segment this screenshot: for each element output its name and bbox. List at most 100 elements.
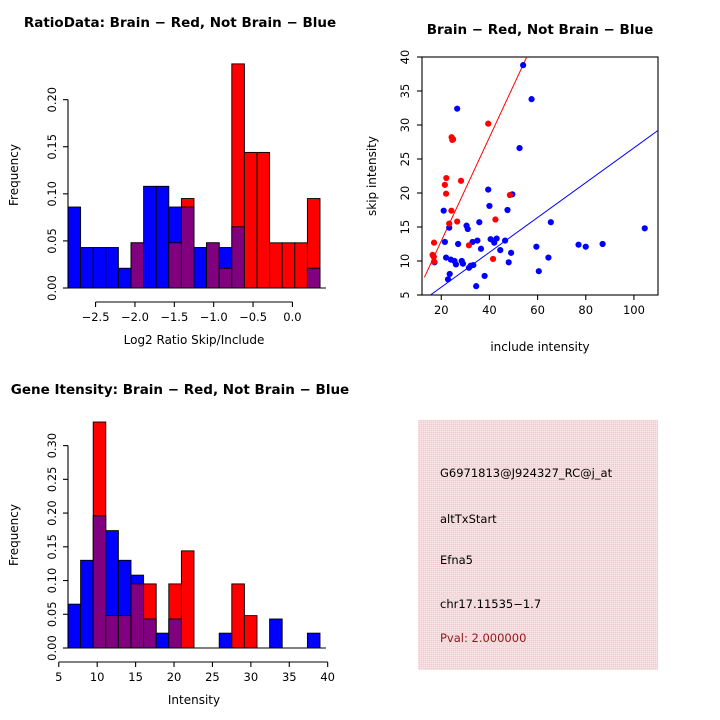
y-tick-label: 30 xyxy=(398,118,412,133)
x-tick-label: −2.0 xyxy=(121,310,149,324)
y-tick-label: 0.20 xyxy=(45,87,59,113)
x-tick-label: 80 xyxy=(578,303,593,317)
y-tick-label: 0.25 xyxy=(45,467,59,493)
histogram-bar xyxy=(243,615,258,649)
x-tick-label: 15 xyxy=(128,670,143,684)
pval-text: Pval: 2.000000 xyxy=(440,631,527,645)
scatter-point xyxy=(429,251,436,258)
intensity-scatter-plot: 5 10 15 20 25 30 35 40 20 40 60 80 100 include intens… xyxy=(365,50,659,354)
histogram-bar-overlap xyxy=(218,267,233,289)
scatter-point xyxy=(443,174,450,182)
x-tick-label: 5 xyxy=(55,670,62,684)
y-tick-label: 0.05 xyxy=(45,601,59,627)
x-tick-label: 20 xyxy=(434,303,449,317)
y-tick-label: 0.10 xyxy=(45,568,59,594)
scatter-point xyxy=(442,254,450,261)
scatter-point xyxy=(501,237,509,244)
scatter-title: Brain − Red, Not Brain − Blue xyxy=(426,22,654,38)
x-tick-label: 30 xyxy=(244,670,259,684)
y-tick-label: 10 xyxy=(398,254,412,269)
histogram-bar xyxy=(80,247,94,289)
x-tick-label: 0.0 xyxy=(283,310,301,324)
x-tick-label: −1.5 xyxy=(160,310,188,324)
x-tick-label: 10 xyxy=(90,670,105,684)
x-tick-label: −1.0 xyxy=(200,310,228,324)
scatter-point xyxy=(477,245,485,252)
ratio-histogram-title: RatioData: Brain − Red, Not Brain − Blue xyxy=(23,15,337,31)
histogram-bar xyxy=(80,559,94,649)
histogram-bar xyxy=(143,185,157,289)
histogram-bar-overlap xyxy=(231,226,245,289)
scatter-point xyxy=(508,249,515,256)
scatter-point xyxy=(452,261,460,268)
probe-info-panel: G6971813@J924327_RC@j_at altTxStart Efna… xyxy=(418,420,658,670)
scatter-point xyxy=(440,207,447,214)
scatter-point xyxy=(489,255,497,263)
scatter-point xyxy=(641,225,648,232)
y-axis-label: skip intensity xyxy=(365,136,379,216)
scatter-point xyxy=(520,62,527,69)
locus-text: chr17.11535−1.7 xyxy=(440,597,542,611)
scatter-point xyxy=(474,237,481,244)
x-tick-label: 100 xyxy=(623,303,645,317)
scatter-point xyxy=(505,259,512,266)
histogram-bar xyxy=(155,185,170,289)
scatter-point xyxy=(448,207,455,214)
panel-gene-intensity-histogram: Gene Itensity: Brain − Red, Not Brain − … xyxy=(0,360,360,720)
x-tick-label: 40 xyxy=(482,303,497,317)
scatter-point xyxy=(457,177,465,184)
histogram-bar-overlap xyxy=(206,242,220,289)
y-tick-label: 0.10 xyxy=(45,181,59,207)
scatter-point xyxy=(454,105,461,112)
scatter-point xyxy=(535,268,542,275)
histogram-bar xyxy=(67,206,82,289)
scatter-point xyxy=(476,219,483,226)
histogram-bar-overlap xyxy=(105,615,119,649)
scatter-point xyxy=(497,247,504,254)
scatter-point xyxy=(449,136,457,143)
scatter-point xyxy=(485,120,492,127)
fit-line-brain-fit xyxy=(423,57,528,278)
y-tick-label: 5 xyxy=(398,291,412,298)
histogram-bar xyxy=(117,267,132,289)
histogram-bar-overlap xyxy=(130,583,145,649)
histogram-bar xyxy=(218,632,233,649)
histogram-bar-overlap xyxy=(92,515,107,649)
y-tick-label: 0.00 xyxy=(45,275,59,301)
x-axis-label: include intensity xyxy=(490,340,589,354)
scatter-point xyxy=(442,190,450,197)
scatter-point xyxy=(441,238,448,246)
fit-line-not-brain-fit xyxy=(430,130,658,295)
x-tick-label: 25 xyxy=(205,670,220,684)
scatter-point xyxy=(444,276,452,283)
x-axis-label: Intensity xyxy=(168,693,220,707)
scatter-point xyxy=(459,260,467,267)
scatter-point xyxy=(481,272,488,280)
scatter-point xyxy=(528,96,535,103)
scatter-point xyxy=(446,270,453,278)
scatter-point xyxy=(547,219,554,226)
scatter-point xyxy=(575,241,582,248)
histogram-bar-overlap xyxy=(143,618,157,649)
scatter-point xyxy=(599,240,606,248)
histogram-bar xyxy=(155,632,170,649)
x-axis-label: Log2 Ratio Skip/Include xyxy=(124,333,265,347)
scatter-point xyxy=(430,258,438,265)
scatter-point xyxy=(430,239,438,246)
gene-histogram-title: Gene Itensity: Brain − Red, Not Brain − … xyxy=(10,382,350,398)
y-tick-label: 20 xyxy=(398,186,412,201)
histogram-bar-overlap xyxy=(168,618,182,649)
scatter-point xyxy=(473,283,480,290)
y-tick-label: 40 xyxy=(398,50,412,65)
scatter-point xyxy=(454,218,461,225)
histogram-bar xyxy=(67,603,82,649)
histogram-bar xyxy=(193,247,208,289)
scatter-point xyxy=(506,191,513,199)
scatter-point xyxy=(492,216,499,223)
histogram-bar xyxy=(180,550,195,649)
ratio-histogram-plot: 0.00 0.05 0.10 0.15 0.20 −2.5 −2.0 −1.5 −1.0 −0.5… xyxy=(7,63,326,347)
x-tick-label: 35 xyxy=(282,670,297,684)
y-tick-label: 15 xyxy=(398,220,412,235)
gene-symbol-text: Efna5 xyxy=(440,553,473,567)
